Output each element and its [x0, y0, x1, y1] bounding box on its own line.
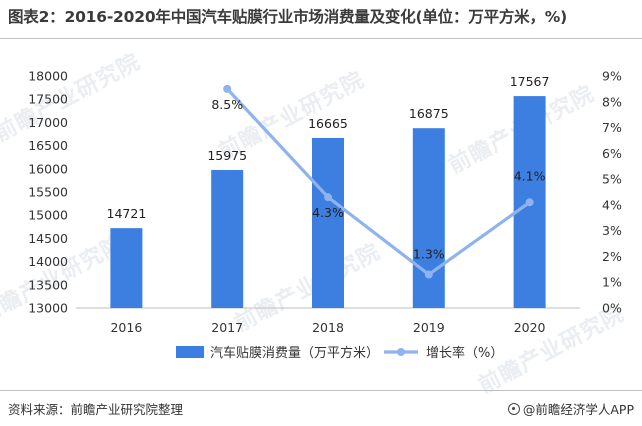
- y-right-tick-label: 7%: [602, 120, 622, 135]
- footer-divider: [0, 390, 642, 391]
- bar-value-label: 16665: [308, 116, 348, 131]
- growth-point: [424, 270, 433, 279]
- y-left-tick-label: 15000: [28, 208, 68, 223]
- y-left-tick-label: 16000: [28, 161, 68, 176]
- growth-value-label: 8.5%: [211, 97, 243, 112]
- y-left-tick-label: 16500: [28, 138, 68, 153]
- x-tick-label: 2018: [312, 320, 344, 335]
- y-left-tick-label: 14000: [28, 254, 68, 269]
- growth-value-label: 1.3%: [413, 246, 445, 261]
- logo-icon: [507, 402, 520, 415]
- y-right-tick-label: 9%: [602, 69, 622, 84]
- growth-value-label: 4.3%: [312, 205, 344, 220]
- legend-bar-swatch: [176, 346, 204, 358]
- y-right-tick-label: 8%: [602, 94, 622, 109]
- y-right-tick-label: 1%: [602, 275, 622, 290]
- legend-line-label: 增长率（%）: [426, 345, 503, 361]
- y-left-tick-label: 17000: [28, 115, 68, 130]
- legend-line-marker: [397, 348, 405, 356]
- growth-value-label: 4.1%: [514, 168, 546, 183]
- title-divider: [0, 38, 642, 39]
- growth-point: [324, 193, 332, 202]
- y-left-tick-label: 17500: [28, 92, 68, 107]
- credit-text: @前瞻经济学人APP: [522, 402, 634, 417]
- bar: [312, 137, 344, 308]
- y-right-tick-label: 5%: [602, 172, 622, 187]
- y-left-tick-label: 13000: [28, 301, 68, 316]
- growth-point: [525, 198, 534, 207]
- y-right-tick-label: 0%: [602, 301, 622, 316]
- bar: [110, 228, 143, 308]
- bar-value-label: 15975: [207, 148, 247, 163]
- x-tick-label: 2017: [211, 320, 243, 335]
- x-tick-label: 2019: [413, 320, 445, 335]
- bar-value-label: 16875: [409, 106, 449, 121]
- y-left-tick-label: 14500: [28, 231, 68, 246]
- bar: [412, 128, 445, 308]
- growth-line: [226, 87, 531, 277]
- y-right-tick-label: 2%: [602, 249, 622, 264]
- credit: @前瞻经济学人APP: [507, 399, 634, 418]
- growth-point: [223, 84, 232, 93]
- y-left-tick-label: 13500: [28, 277, 68, 292]
- bar: [211, 169, 244, 308]
- y-right-tick-label: 3%: [602, 223, 622, 238]
- y-right-tick-label: 4%: [602, 197, 622, 212]
- bar-value-label: 17567: [510, 74, 550, 89]
- x-tick-label: 2020: [514, 320, 546, 335]
- y-right-tick-label: 6%: [602, 146, 622, 161]
- legend-bar-label: 汽车贴膜消费量（万平方米）: [210, 345, 379, 361]
- bar-value-label: 14721: [107, 206, 147, 221]
- y-left-tick-label: 15500: [28, 185, 68, 200]
- chart-title: 图表2：2016-2020年中国汽车贴膜行业市场消费量及变化(单位：万平方米，%…: [8, 8, 567, 26]
- y-left-tick-label: 18000: [28, 69, 68, 84]
- source-note: 资料来源：前瞻产业研究院整理: [8, 402, 184, 417]
- x-tick-label: 2016: [110, 320, 142, 335]
